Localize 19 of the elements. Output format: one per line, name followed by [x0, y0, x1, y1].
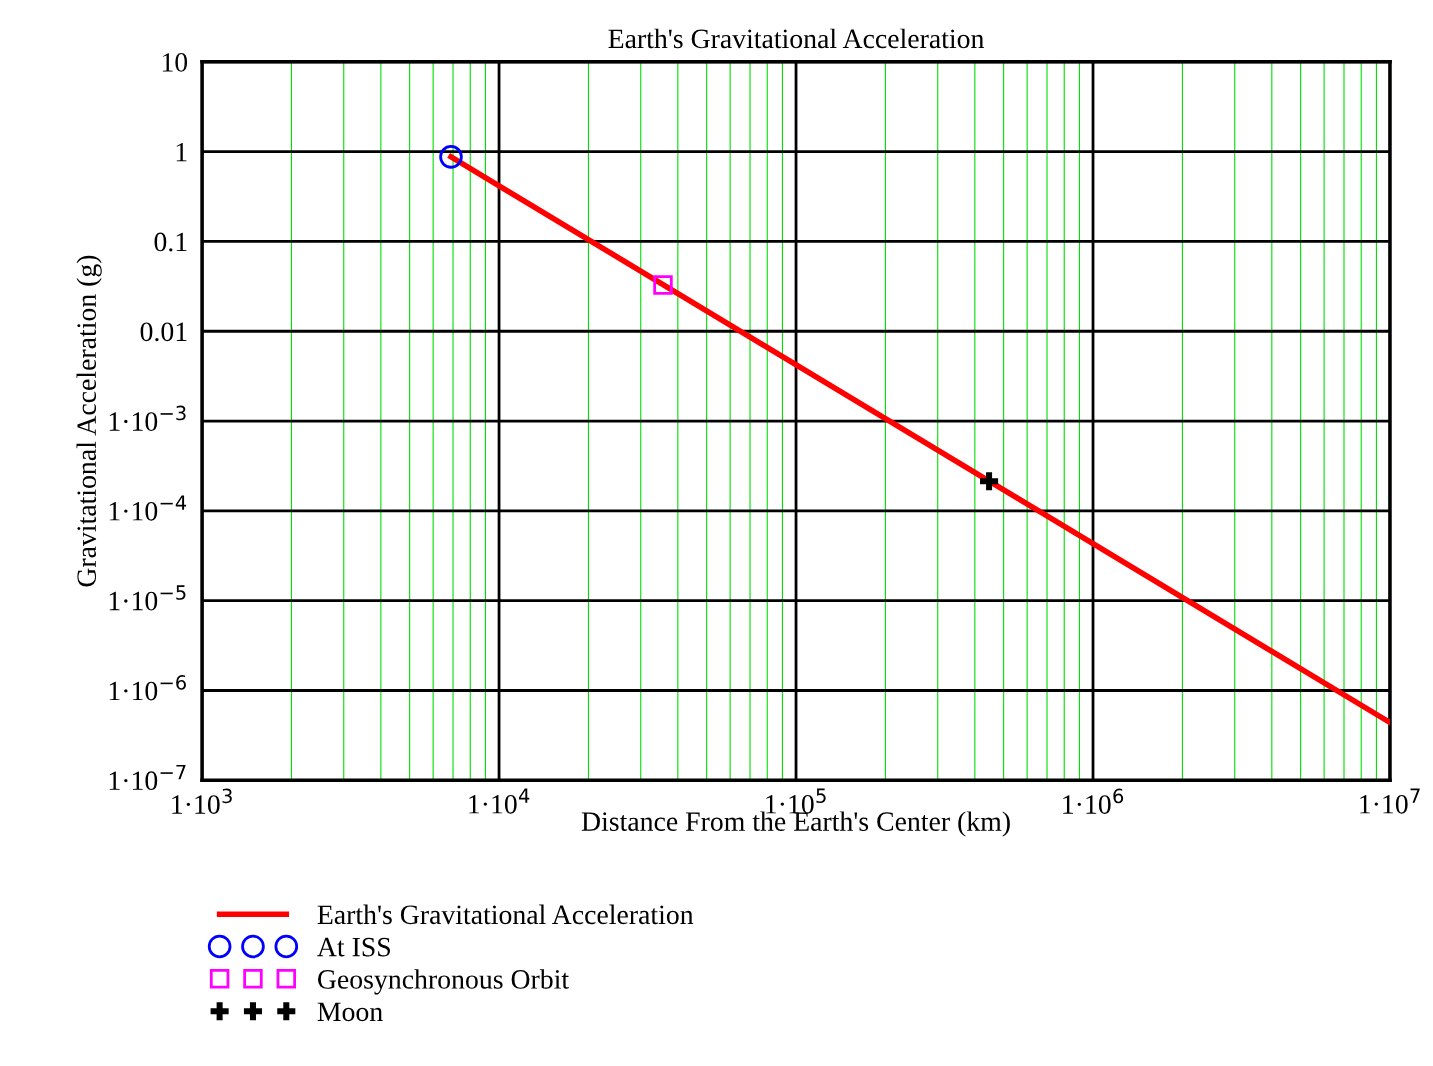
y-axis-title: Gravitational Acceleration (g) [76, 255, 102, 587]
legend-label: At ISS [317, 937, 390, 957]
x-tick-label: 1·10$^{4}$ [469, 788, 530, 814]
chart-title: Earth's Gravitational Acceleration [608, 28, 984, 49]
y-tick-label: 1·10$^{−4}$ [109, 495, 187, 521]
y-tick-label: 1 [176, 142, 187, 162]
y-tick-label: 0.01 [140, 322, 187, 342]
y-tick-label: 1·10$^{−7}$ [109, 764, 186, 791]
x-tick-label: 1·10$^{7}$ [1360, 788, 1420, 814]
y-tick-label: 0.1 [154, 232, 187, 252]
x-tick-label: 1·10$^{6}$ [1063, 788, 1124, 814]
legend-label: Earth's Gravitational Acceleration [317, 904, 694, 925]
y-tick-label: 10 [162, 52, 188, 72]
legend-label: Moon [317, 1002, 383, 1022]
y-tick-label: 1·10$^{−3}$ [109, 405, 186, 431]
y-tick-label: 1·10$^{−6}$ [109, 675, 186, 701]
legend-label: Geosynchronous Orbit [317, 969, 569, 995]
x-tick-label: 1·10$^{3}$ [172, 788, 232, 814]
y-tick-label: 1·10$^{−5}$ [109, 585, 186, 611]
